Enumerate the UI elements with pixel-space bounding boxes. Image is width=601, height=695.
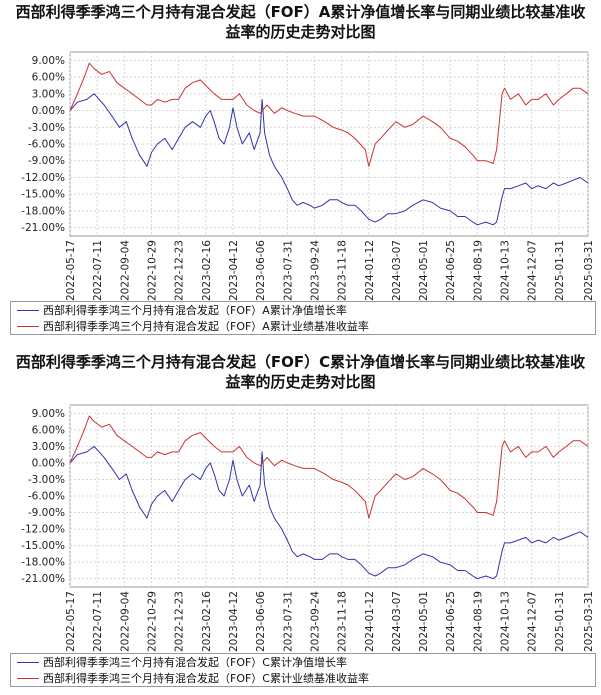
y-tick-label: 0.00% (32, 457, 65, 469)
y-tick-label: -9.00% (28, 155, 65, 167)
x-tick-label: 2024-05-01 (418, 240, 430, 301)
x-tick-label: 2022-09-04 (119, 240, 131, 301)
x-tick-label: 2022-07-11 (92, 240, 104, 301)
series-line-nav (69, 93, 589, 226)
y-tick-label: -6.00% (28, 491, 65, 503)
y-tick-label: 9.00% (32, 408, 65, 420)
x-tick-label: 2022-12-23 (174, 591, 186, 652)
x-tick-label: 2024-10-13 (500, 240, 512, 301)
legend-item-c-nav: 西部利得季季鸿三个月持有混合发起（FOF）C累计净值增长率 (11, 654, 595, 670)
y-tick-label: -18.00% (21, 557, 65, 569)
x-tick-label: 2024-08-19 (472, 591, 484, 652)
x-tick-label: 2024-01-12 (364, 240, 376, 301)
x-tick-label: 2025-01-31 (554, 240, 566, 301)
x-tick-label: 2023-02-16 (201, 240, 213, 301)
legend-item-c-benchmark: 西部利得季季鸿三个月持有混合发起（FOF）C累计业绩基准收益率 (11, 670, 595, 686)
chart-panel-c: 西部利得季季鸿三个月持有混合发起（FOF）C累计净值增长率与同期业绩比较基准收益… (0, 350, 601, 695)
x-tick-label: 2022-10-29 (146, 591, 158, 652)
x-tick-label: 2025-03-31 (583, 591, 595, 652)
y-tick-label: 6.00% (32, 72, 65, 84)
x-tick-label: 2023-06-06 (255, 240, 267, 301)
legend-swatch-red (17, 325, 39, 327)
x-tick-label: 2022-10-29 (146, 240, 158, 301)
x-tick-label: 2024-06-25 (445, 240, 457, 301)
y-tick-label: -3.00% (28, 122, 65, 134)
x-tick-label: 2023-07-31 (282, 240, 294, 301)
legend-label: 西部利得季季鸿三个月持有混合发起（FOF）C累计业绩基准收益率 (43, 672, 369, 685)
x-tick-label: 2024-08-19 (472, 240, 484, 301)
chart-panel-a: 西部利得季季鸿三个月持有混合发起（FOF）A累计净值增长率与同期业绩比较基准收益… (0, 0, 601, 345)
x-tick-label: 2022-12-23 (174, 240, 186, 301)
series-line-benchmark (69, 62, 589, 167)
y-tick-label: -12.00% (21, 172, 65, 184)
legend-label: 西部利得季季鸿三个月持有混合发起（FOF）C累计净值增长率 (43, 656, 347, 669)
x-tick-label: 2025-03-31 (583, 240, 595, 301)
y-tick-label: -9.00% (28, 507, 65, 519)
x-tick-label: 2022-07-11 (92, 591, 104, 652)
y-tick-label: 3.00% (32, 441, 65, 453)
x-tick-label: 2023-02-16 (201, 591, 213, 652)
series-line-benchmark (69, 415, 589, 519)
x-tick-label: 2024-03-07 (391, 591, 403, 652)
legend-label: 西部利得季季鸿三个月持有混合发起（FOF）A累计业绩基准收益率 (43, 320, 369, 333)
y-tick-label: 3.00% (32, 88, 65, 100)
x-tick-label: 2024-06-25 (445, 591, 457, 652)
legend-item-a-benchmark: 西部利得季季鸿三个月持有混合发起（FOF）A累计业绩基准收益率 (11, 318, 595, 334)
x-tick-label: 2022-09-04 (119, 591, 131, 652)
series-line-nav (69, 445, 589, 580)
legend-swatch-blue (17, 309, 39, 311)
legend-label: 西部利得季季鸿三个月持有混合发起（FOF）A累计净值增长率 (43, 304, 347, 317)
y-tick-label: -6.00% (28, 139, 65, 151)
y-tick-label: 6.00% (32, 424, 65, 436)
legend: 西部利得季季鸿三个月持有混合发起（FOF）A累计净值增长率 西部利得季季鸿三个月… (10, 301, 596, 335)
chart-a-svg: 9.00% 6.00% 3.00% 0.00% -3.00% -6.00% -9.00% -1… (21, 51, 595, 301)
x-tick-label: 2024-03-07 (391, 240, 403, 301)
y-tick-label: -18.00% (21, 205, 65, 217)
legend-swatch-blue (17, 661, 39, 663)
y-tick-label: -12.00% (21, 524, 65, 536)
y-tick-label: -15.00% (21, 189, 65, 201)
x-tick-label: 2024-05-01 (418, 591, 430, 652)
chart-title: 西部利得季季鸿三个月持有混合发起（FOF）A累计净值增长率与同期业绩比较基准收益… (15, 3, 586, 41)
x-tick-label: 2023-11-18 (337, 240, 349, 301)
x-tick-label: 2024-10-13 (500, 591, 512, 652)
x-tick-label: 2023-06-06 (255, 591, 267, 652)
legend-item-a-nav: 西部利得季季鸿三个月持有混合发起（FOF）A累计净值增长率 (11, 302, 595, 318)
y-tick-label: -3.00% (28, 474, 65, 486)
x-tick-label: 2025-01-31 (554, 591, 566, 652)
legend-swatch-red (17, 677, 39, 679)
x-tick-label: 2023-09-24 (309, 591, 321, 652)
x-tick-label: 2022-05-17 (65, 591, 77, 652)
x-tick-label: 2024-01-12 (364, 591, 376, 652)
y-tick-label: 0.00% (32, 105, 65, 117)
x-tick-label: 2023-11-18 (337, 591, 349, 652)
x-tick-label: 2023-09-24 (309, 240, 321, 301)
x-tick-label: 2024-12-07 (527, 240, 539, 301)
x-tick-label: 2024-12-07 (527, 591, 539, 652)
x-tick-label: 2023-04-12 (228, 240, 240, 301)
y-tick-label: -21.00% (21, 222, 65, 234)
y-tick-label: -21.00% (21, 573, 65, 585)
y-tick-label: -15.00% (21, 540, 65, 552)
y-tick-label: 9.00% (32, 55, 65, 67)
legend: 西部利得季季鸿三个月持有混合发起（FOF）C累计净值增长率 西部利得季季鸿三个月… (10, 653, 596, 687)
chart-title: 西部利得季季鸿三个月持有混合发起（FOF）C累计净值增长率与同期业绩比较基准收益… (15, 353, 586, 391)
x-tick-label: 2023-04-12 (228, 591, 240, 652)
x-tick-label: 2022-05-17 (65, 240, 77, 301)
chart-c-svg: 9.00% 6.00% 3.00% 0.00% -3.00% -6.00% -9.00% -1… (21, 404, 595, 652)
x-tick-label: 2023-07-31 (282, 591, 294, 652)
